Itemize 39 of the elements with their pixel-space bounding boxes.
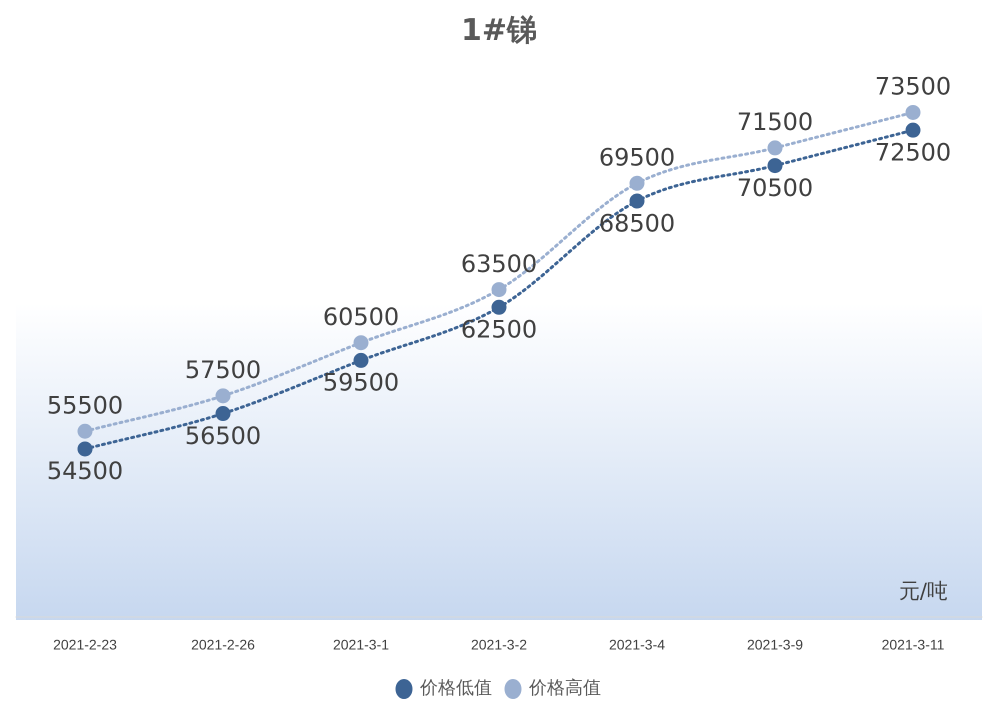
- data-label: 71500: [736, 108, 814, 136]
- point: [768, 158, 782, 174]
- point: [906, 122, 920, 138]
- point: [492, 282, 506, 298]
- data-label: 63500: [460, 250, 538, 278]
- data-label: 59500: [322, 368, 400, 397]
- point: [906, 104, 920, 120]
- data-label: 62500: [460, 316, 538, 344]
- point: [492, 300, 506, 315]
- data-label: 60500: [322, 302, 400, 331]
- point: [216, 406, 230, 422]
- point: [354, 352, 368, 368]
- point: [768, 140, 782, 156]
- data-label: 69500: [598, 144, 676, 172]
- legend-label: 价格高值: [528, 678, 601, 699]
- data-label: 57500: [184, 356, 262, 384]
- x-tick-label: 2021-2-26: [191, 636, 256, 652]
- data-label: 72500: [874, 138, 952, 166]
- data-label: 73500: [874, 72, 952, 101]
- point: [216, 388, 230, 404]
- point: [630, 194, 644, 209]
- point: [78, 441, 92, 456]
- legend-label: 价格低值: [419, 678, 492, 699]
- point: [78, 424, 92, 439]
- x-tick-label: 2021-3-4: [608, 636, 666, 652]
- data-label: 70500: [736, 174, 814, 202]
- data-label: 56500: [184, 422, 262, 450]
- x-tick-label: 2021-3-1: [332, 636, 390, 652]
- data-label: 54500: [46, 457, 124, 486]
- x-tick-label: 2021-3-9: [746, 636, 804, 652]
- point: [354, 335, 368, 350]
- x-tick-label: 2021-3-2: [470, 636, 528, 652]
- text: 元/吨: [898, 579, 948, 604]
- point: [630, 176, 644, 191]
- chart-title: 1#锑: [460, 12, 538, 48]
- x-tick-label: 2021-2-23: [53, 636, 118, 652]
- data-label: 68500: [598, 209, 676, 238]
- data-label: 55500: [46, 391, 124, 420]
- x-tick-label: 2021-3-11: [882, 636, 945, 652]
